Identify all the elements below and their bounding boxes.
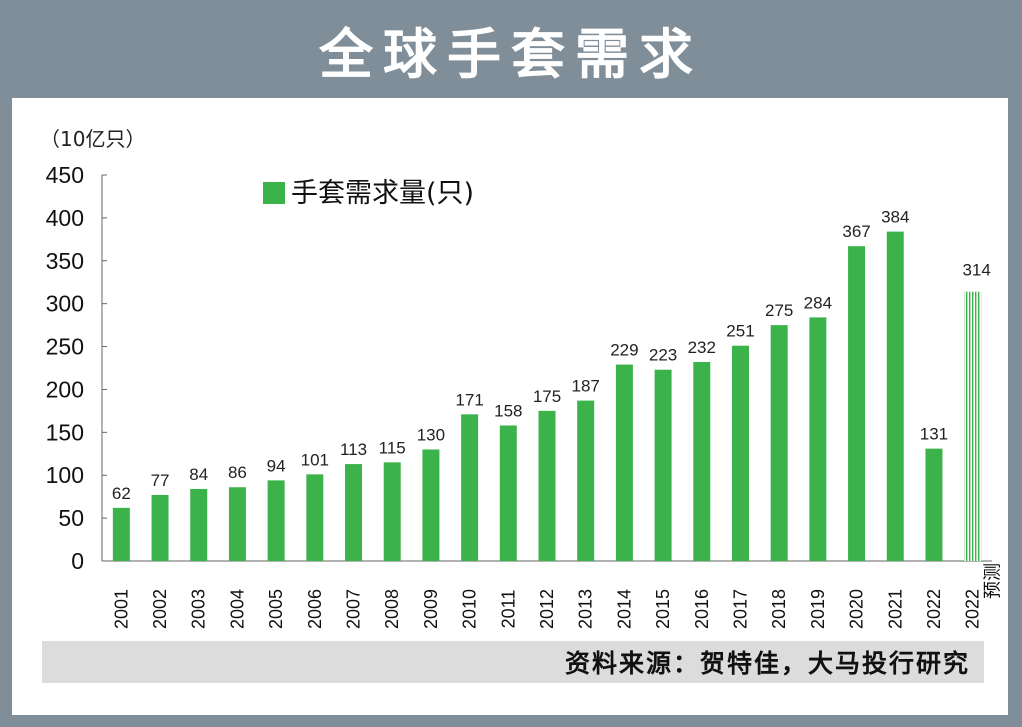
x-tick-label: 2017 [730,589,750,629]
x-tick-label: 2018 [769,589,789,629]
bar [345,464,363,561]
y-tick-label: 350 [46,248,84,274]
x-tick-label: 2005 [266,589,286,629]
bar [770,325,788,561]
bar-forecast [964,291,982,561]
x-tick-label: 2022 [924,589,944,629]
legend-label: 手套需求量(只) [291,178,474,209]
x-tick-label: 2010 [460,589,480,629]
y-tick-label: 450 [46,162,84,188]
y-tick-label: 200 [46,376,84,402]
data-label: 115 [379,438,406,457]
data-label: 367 [842,222,870,241]
bar [267,480,285,561]
y-tick-label: 50 [58,505,84,531]
bar [577,400,595,561]
bar [383,462,401,561]
y-tick-label: 150 [46,419,84,445]
x-tick-label: 2021 [885,589,905,629]
x-tick-label: 2008 [382,589,402,629]
forecast-label: 预测 [983,563,1004,599]
data-label: 229 [610,341,638,360]
x-tick-label: 2006 [305,589,325,629]
data-label: 384 [881,208,909,227]
legend-swatch [263,182,285,204]
x-tick-label: 2009 [421,589,441,629]
x-tick-label: 2004 [227,589,247,629]
bar [151,494,169,561]
bar [848,246,866,561]
data-label: 251 [726,322,754,341]
bar [809,317,827,561]
x-tick-label: 2020 [847,589,867,629]
bar [731,345,749,561]
bar [654,369,672,561]
data-label: 94 [267,456,286,475]
data-label: 86 [228,463,247,482]
bar [693,361,711,561]
y-tick-label: 0 [71,548,84,574]
bar-chart: （10亿只） 0 50 100 150 200 250 300 350 400 450 62 2001… [40,127,1004,629]
data-label: 223 [649,346,677,365]
bar [461,414,479,561]
y-tick-label: 250 [46,334,84,360]
x-tick-label: 2013 [576,589,596,629]
bar [228,487,246,561]
y-tick-label: 400 [46,205,84,231]
bar [112,507,130,561]
x-tick-label: 2022 [963,589,983,629]
chart-title: 全球手套需求 [319,22,703,86]
bar [925,448,943,561]
bar [538,410,556,561]
data-label: 130 [417,425,445,444]
x-tick-label: 2014 [614,589,634,629]
data-label: 62 [112,484,131,503]
x-tick-label: 2019 [808,589,828,629]
bar [615,364,633,561]
x-tick-label: 2012 [537,589,557,629]
data-label: 275 [765,301,793,320]
bar [306,474,324,561]
data-label: 131 [920,425,948,444]
data-label: 284 [804,293,832,312]
data-label: 187 [572,377,600,396]
data-label: 314 [962,261,990,280]
y-axis-unit-label: （10亿只） [40,127,145,151]
data-label: 113 [340,440,367,459]
data-label: 171 [455,390,483,409]
x-tick-label: 2016 [692,589,712,629]
bar [190,488,208,561]
data-label: 77 [151,471,170,490]
data-label: 232 [688,338,716,357]
bar [886,231,904,561]
title-bar: 全球手套需求 [0,0,1022,98]
data-label: 84 [189,465,208,484]
bar [499,425,517,561]
source-note: 资料来源：贺特佳，大马投行研究 [42,641,984,683]
x-tick-label: 2011 [498,590,518,629]
data-label: 175 [533,387,561,406]
x-tick-label: 2001 [111,589,131,629]
y-tick-label: 100 [46,462,84,488]
x-tick-label: 2007 [344,589,364,629]
x-tick-label: 2002 [150,589,170,629]
chart-panel: （10亿只） 0 50 100 150 200 250 300 350 400 450 62 2001… [12,98,1008,715]
x-tick-label: 2015 [653,589,673,629]
data-label: 101 [301,450,329,469]
data-label: 158 [494,401,522,420]
bar [422,449,440,561]
y-tick-label: 300 [46,291,84,317]
x-tick-label: 2003 [189,589,209,629]
